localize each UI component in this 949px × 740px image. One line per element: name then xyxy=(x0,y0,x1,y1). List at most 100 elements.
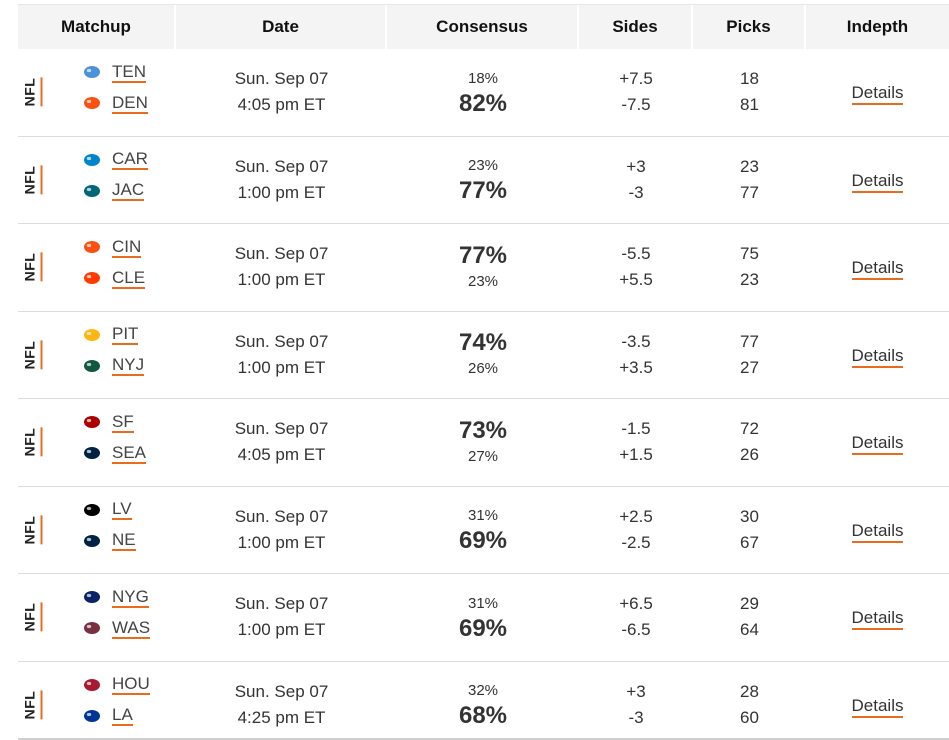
team-link-away[interactable]: HOU xyxy=(112,674,150,695)
consensus-cell: 74%26% xyxy=(387,312,579,399)
team-link-away[interactable]: NYG xyxy=(112,587,149,608)
team-link-home[interactable]: SEA xyxy=(112,443,146,464)
consensus-away: 77% xyxy=(459,244,507,268)
team-link-home[interactable]: LA xyxy=(112,705,133,726)
picks-home: 26 xyxy=(740,442,759,468)
picks-home: 23 xyxy=(740,267,759,293)
game-time: 1:00 pm ET xyxy=(238,355,326,381)
league-label: NFL xyxy=(22,690,43,719)
side-home: -2.5 xyxy=(621,530,650,556)
team-link-home[interactable]: DEN xyxy=(112,93,148,114)
team-away: NYG xyxy=(82,586,150,608)
game-date: Sun. Sep 07 xyxy=(235,329,329,355)
consensus-home: 69% xyxy=(459,529,507,553)
team-link-home[interactable]: JAC xyxy=(112,180,144,201)
team-home: NE xyxy=(82,530,136,552)
team-home: JAC xyxy=(82,180,148,202)
teams: CIN CLE xyxy=(82,236,145,289)
picks-home: 81 xyxy=(740,92,759,118)
details-link[interactable]: Details xyxy=(852,83,904,105)
texans-logo-icon xyxy=(82,677,102,693)
side-home: +1.5 xyxy=(619,442,653,468)
header-picks[interactable]: Picks xyxy=(693,5,806,49)
team-away: HOU xyxy=(82,674,150,696)
details-link[interactable]: Details xyxy=(852,346,904,368)
consensus-away: 74% xyxy=(459,331,507,355)
picks-away: 30 xyxy=(740,504,759,530)
game-time: 1:00 pm ET xyxy=(238,617,326,643)
header-sides[interactable]: Sides xyxy=(579,5,693,49)
game-date: Sun. Sep 07 xyxy=(235,416,329,442)
details-link[interactable]: Details xyxy=(852,608,904,630)
side-away: -3.5 xyxy=(621,329,650,355)
side-away: +6.5 xyxy=(619,591,653,617)
picks-away: 75 xyxy=(740,241,759,267)
side-away: -1.5 xyxy=(621,416,650,442)
game-date: Sun. Sep 07 xyxy=(235,504,329,530)
details-link[interactable]: Details xyxy=(852,433,904,455)
details-link[interactable]: Details xyxy=(852,696,904,718)
picks-home: 27 xyxy=(740,355,759,381)
consensus-home: 68% xyxy=(459,704,507,728)
header-matchup[interactable]: Matchup xyxy=(18,5,176,49)
game-date: Sun. Sep 07 xyxy=(235,241,329,267)
consensus-home: 27% xyxy=(468,449,498,464)
details-link[interactable]: Details xyxy=(852,521,904,543)
team-away: CAR xyxy=(82,149,148,171)
details-link[interactable]: Details xyxy=(852,171,904,193)
league-label: NFL xyxy=(22,165,43,194)
matchup-cell: NFL HOU LA xyxy=(18,662,176,740)
sides-cell: +3-3 xyxy=(579,662,693,740)
teams: NYG WAS xyxy=(82,586,150,639)
picks-home: 60 xyxy=(740,705,759,731)
team-link-home[interactable]: CLE xyxy=(112,268,145,289)
steelers-logo-icon xyxy=(82,327,102,343)
giants-logo-icon xyxy=(82,589,102,605)
matchup-cell: NFL CAR JAC xyxy=(18,137,176,224)
team-link-home[interactable]: WAS xyxy=(112,618,150,639)
team-link-away[interactable]: CAR xyxy=(112,149,148,170)
side-home: +5.5 xyxy=(619,267,653,293)
table-header: Matchup Date Consensus Sides Picks Indep… xyxy=(18,5,949,49)
consensus-away: 31% xyxy=(468,508,498,523)
side-home: -6.5 xyxy=(621,617,650,643)
header-date[interactable]: Date xyxy=(176,5,387,49)
team-link-away[interactable]: PIT xyxy=(112,324,138,345)
team-away: LV xyxy=(82,499,136,521)
indepth-cell: Details xyxy=(806,574,949,661)
consensus-away: 18% xyxy=(468,71,498,86)
consensus-cell: 31%69% xyxy=(387,487,579,574)
header-consensus[interactable]: Consensus xyxy=(387,5,579,49)
details-link[interactable]: Details xyxy=(852,258,904,280)
team-link-home[interactable]: NYJ xyxy=(112,355,144,376)
sides-cell: -3.5+3.5 xyxy=(579,312,693,399)
team-link-home[interactable]: NE xyxy=(112,530,136,551)
consensus-home: 26% xyxy=(468,361,498,376)
teams: SF SEA xyxy=(82,411,146,464)
team-link-away[interactable]: LV xyxy=(112,499,132,520)
team-link-away[interactable]: CIN xyxy=(112,237,141,258)
side-home: +3.5 xyxy=(619,355,653,381)
side-away: -5.5 xyxy=(621,241,650,267)
team-link-away[interactable]: TEN xyxy=(112,62,146,83)
side-away: +7.5 xyxy=(619,66,653,92)
team-link-away[interactable]: SF xyxy=(112,412,134,433)
indepth-cell: Details xyxy=(806,487,949,574)
consensus-home: 77% xyxy=(459,179,507,203)
